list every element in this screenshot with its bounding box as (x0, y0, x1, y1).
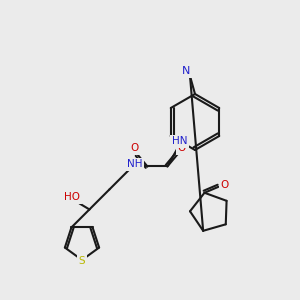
Text: N: N (182, 66, 190, 76)
Text: HO: HO (64, 192, 80, 203)
Text: O: O (220, 180, 229, 190)
Text: S: S (79, 256, 85, 266)
Text: O: O (130, 143, 139, 153)
Text: HN: HN (172, 136, 187, 146)
Text: NH: NH (127, 159, 142, 170)
Text: O: O (177, 143, 185, 153)
